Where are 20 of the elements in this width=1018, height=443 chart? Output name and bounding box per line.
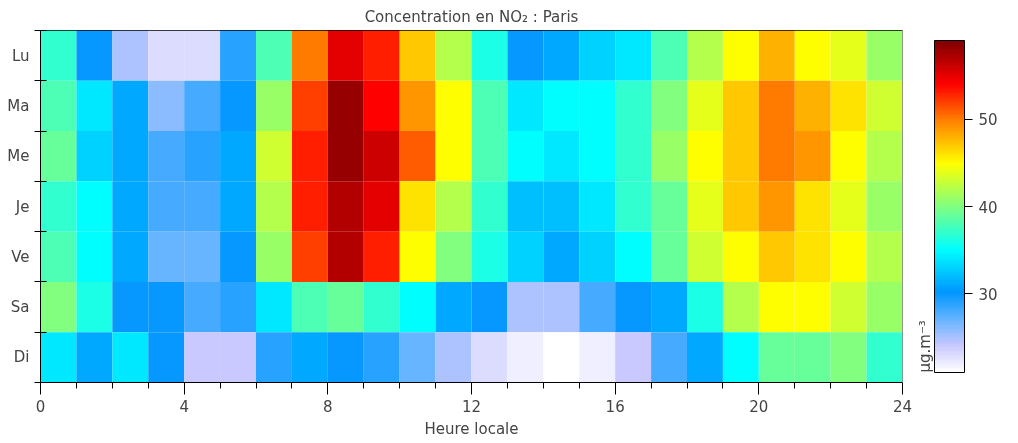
x-tick-label: 8 (323, 397, 333, 416)
x-axis-title: Heure locale (424, 419, 519, 438)
y-tick-label: Je (14, 197, 30, 216)
y-tick-label: Ve (11, 247, 30, 266)
x-tick-label: 4 (179, 397, 189, 416)
y-tick-label: Sa (10, 298, 30, 317)
color-bar-label: 40 (978, 198, 998, 217)
x-tick-label: 20 (749, 397, 769, 416)
chart-title: Concentration en NO₂ : Paris (364, 7, 579, 26)
x-tick-label: 16 (605, 397, 625, 416)
color-bar-label: 30 (978, 285, 998, 304)
y-tick-label: Di (13, 348, 30, 367)
color-bar-label: 50 (978, 111, 998, 130)
y-tick-label: Ma (7, 96, 30, 115)
color-bar-title: µg.m⁻³ (915, 320, 934, 373)
y-tick-label: Me (7, 147, 30, 166)
y-tick-label: Lu (11, 46, 30, 65)
x-tick-label: 24 (892, 397, 913, 416)
x-tick-label: 12 (461, 397, 482, 416)
x-tick-label: 0 (35, 397, 46, 416)
